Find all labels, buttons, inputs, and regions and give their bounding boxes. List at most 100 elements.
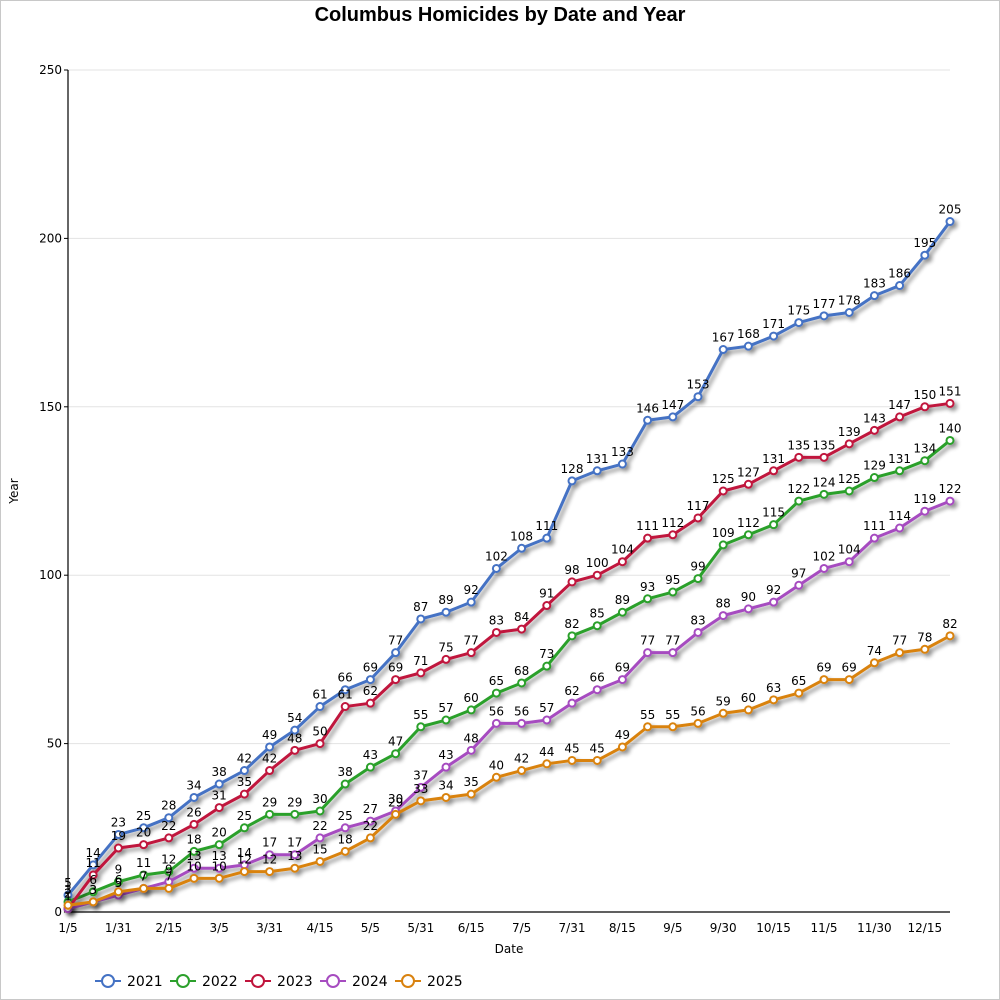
data-point[interactable]	[769, 520, 779, 530]
data-point[interactable]	[643, 594, 653, 604]
data-point[interactable]	[819, 452, 829, 462]
data-point[interactable]	[617, 459, 627, 469]
data-point[interactable]	[466, 648, 476, 658]
data-point[interactable]	[214, 863, 224, 873]
data-point[interactable]	[567, 577, 577, 587]
data-point[interactable]	[869, 291, 879, 301]
data-point[interactable]	[491, 563, 501, 573]
data-point[interactable]	[920, 402, 930, 412]
data-point[interactable]	[517, 543, 527, 553]
data-point[interactable]	[718, 708, 728, 718]
data-point[interactable]	[340, 685, 350, 695]
data-point[interactable]	[617, 557, 627, 567]
data-point[interactable]	[542, 759, 552, 769]
data-point[interactable]	[365, 762, 375, 772]
data-point[interactable]	[239, 823, 249, 833]
data-point[interactable]	[895, 281, 905, 291]
data-point[interactable]	[239, 789, 249, 799]
data-point[interactable]	[693, 392, 703, 402]
data-point[interactable]	[391, 749, 401, 759]
data-point[interactable]	[365, 675, 375, 685]
data-point[interactable]	[794, 318, 804, 328]
data-point[interactable]	[239, 766, 249, 776]
data-point[interactable]	[466, 789, 476, 799]
data-point[interactable]	[542, 533, 552, 543]
data-point[interactable]	[239, 867, 249, 877]
data-point[interactable]	[743, 530, 753, 540]
data-point[interactable]	[567, 698, 577, 708]
data-point[interactable]	[265, 809, 275, 819]
data-point[interactable]	[869, 533, 879, 543]
data-point[interactable]	[769, 597, 779, 607]
data-point[interactable]	[693, 718, 703, 728]
data-point[interactable]	[214, 873, 224, 883]
legend-item-2024[interactable]: 2024	[320, 974, 388, 990]
data-point[interactable]	[920, 506, 930, 516]
data-point[interactable]	[290, 745, 300, 755]
data-point[interactable]	[643, 533, 653, 543]
data-point[interactable]	[945, 435, 955, 445]
data-point[interactable]	[819, 675, 829, 685]
data-point[interactable]	[769, 466, 779, 476]
legend-item-2023[interactable]: 2023	[245, 974, 313, 990]
data-point[interactable]	[416, 782, 426, 792]
data-point[interactable]	[592, 466, 602, 476]
data-point[interactable]	[315, 739, 325, 749]
data-point[interactable]	[290, 725, 300, 735]
data-point[interactable]	[416, 722, 426, 732]
data-point[interactable]	[718, 486, 728, 496]
data-point[interactable]	[869, 425, 879, 435]
data-point[interactable]	[113, 887, 123, 897]
data-point[interactable]	[391, 675, 401, 685]
data-point[interactable]	[819, 563, 829, 573]
data-point[interactable]	[668, 412, 678, 422]
data-point[interactable]	[895, 466, 905, 476]
data-point[interactable]	[441, 715, 451, 725]
data-point[interactable]	[113, 843, 123, 853]
data-point[interactable]	[668, 530, 678, 540]
data-point[interactable]	[542, 601, 552, 611]
data-point[interactable]	[743, 479, 753, 489]
data-point[interactable]	[517, 766, 527, 776]
data-point[interactable]	[416, 668, 426, 678]
data-point[interactable]	[88, 887, 98, 897]
data-point[interactable]	[945, 398, 955, 408]
data-point[interactable]	[895, 412, 905, 422]
data-point[interactable]	[214, 840, 224, 850]
data-point[interactable]	[113, 877, 123, 887]
data-point[interactable]	[718, 345, 728, 355]
data-point[interactable]	[945, 217, 955, 227]
data-point[interactable]	[617, 675, 627, 685]
data-point[interactable]	[743, 341, 753, 351]
data-point[interactable]	[491, 627, 501, 637]
data-point[interactable]	[542, 661, 552, 671]
data-point[interactable]	[139, 823, 149, 833]
data-point[interactable]	[164, 833, 174, 843]
data-point[interactable]	[592, 570, 602, 580]
data-point[interactable]	[63, 900, 73, 910]
data-point[interactable]	[491, 688, 501, 698]
data-point[interactable]	[441, 654, 451, 664]
data-point[interactable]	[617, 607, 627, 617]
data-point[interactable]	[265, 742, 275, 752]
data-point[interactable]	[441, 762, 451, 772]
data-point[interactable]	[365, 816, 375, 826]
data-point[interactable]	[794, 496, 804, 506]
data-point[interactable]	[391, 648, 401, 658]
data-point[interactable]	[164, 883, 174, 893]
data-point[interactable]	[517, 718, 527, 728]
data-point[interactable]	[718, 611, 728, 621]
data-point[interactable]	[920, 644, 930, 654]
data-point[interactable]	[139, 870, 149, 880]
data-point[interactable]	[794, 580, 804, 590]
data-point[interactable]	[466, 745, 476, 755]
data-point[interactable]	[189, 846, 199, 856]
data-point[interactable]	[88, 897, 98, 907]
data-point[interactable]	[643, 648, 653, 658]
data-point[interactable]	[441, 792, 451, 802]
data-point[interactable]	[315, 806, 325, 816]
data-point[interactable]	[315, 702, 325, 712]
data-point[interactable]	[164, 867, 174, 877]
data-point[interactable]	[819, 311, 829, 321]
legend-item-2022[interactable]: 2022	[170, 974, 238, 990]
